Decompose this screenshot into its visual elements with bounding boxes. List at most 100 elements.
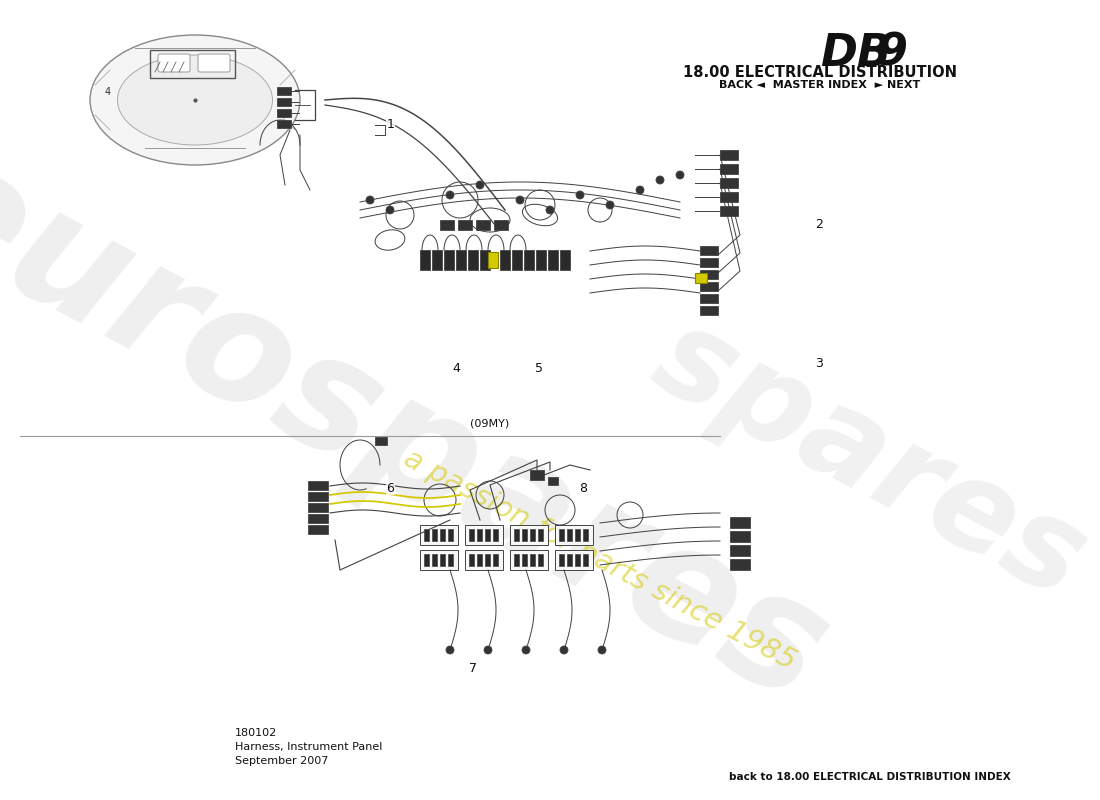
Bar <box>720 178 738 188</box>
Bar <box>494 220 508 230</box>
Circle shape <box>522 646 530 654</box>
Bar <box>559 554 564 566</box>
Bar <box>448 529 453 541</box>
Text: 3: 3 <box>815 358 824 370</box>
Bar <box>375 437 387 445</box>
Circle shape <box>636 186 644 194</box>
Bar <box>277 120 292 128</box>
Bar <box>458 220 472 230</box>
Circle shape <box>476 181 484 189</box>
Bar <box>730 517 750 528</box>
Bar <box>440 529 446 541</box>
Bar <box>469 529 474 541</box>
Bar <box>730 531 750 542</box>
Bar <box>469 554 474 566</box>
Bar <box>308 481 328 490</box>
Bar <box>420 550 458 570</box>
Text: BACK ◄  MASTER INDEX  ► NEXT: BACK ◄ MASTER INDEX ► NEXT <box>719 80 921 90</box>
Bar <box>720 206 738 216</box>
Bar <box>277 98 292 106</box>
Bar <box>522 554 527 566</box>
Bar <box>700 294 718 303</box>
Bar <box>480 250 490 270</box>
Bar <box>432 250 442 270</box>
Bar <box>548 477 558 485</box>
Text: spares: spares <box>635 297 1100 623</box>
Bar <box>477 554 482 566</box>
Bar <box>420 525 458 545</box>
Circle shape <box>366 196 374 204</box>
Bar <box>308 492 328 501</box>
Bar <box>465 525 503 545</box>
Bar <box>530 554 535 566</box>
Circle shape <box>546 206 554 214</box>
Bar <box>424 529 429 541</box>
Bar <box>524 250 534 270</box>
Text: 1: 1 <box>386 118 395 130</box>
FancyBboxPatch shape <box>158 54 190 72</box>
Ellipse shape <box>90 35 300 165</box>
Bar <box>530 529 535 541</box>
Bar <box>566 529 572 541</box>
Bar <box>468 250 478 270</box>
Bar <box>456 250 466 270</box>
Circle shape <box>484 646 492 654</box>
Text: eurospares: eurospares <box>0 125 852 735</box>
Text: Harness, Instrument Panel: Harness, Instrument Panel <box>235 742 383 752</box>
Bar <box>514 529 519 541</box>
Bar <box>476 220 490 230</box>
Circle shape <box>676 171 684 179</box>
Bar <box>575 554 580 566</box>
Bar <box>500 250 510 270</box>
Bar <box>548 250 558 270</box>
Bar <box>556 550 593 570</box>
Circle shape <box>656 176 664 184</box>
Bar <box>700 306 718 315</box>
Bar <box>583 529 588 541</box>
Bar <box>700 258 718 267</box>
Bar <box>424 554 429 566</box>
Bar <box>493 529 498 541</box>
Bar <box>277 87 292 95</box>
Bar <box>566 554 572 566</box>
Bar <box>432 554 437 566</box>
Circle shape <box>606 201 614 209</box>
Circle shape <box>386 206 394 214</box>
Text: (09MY): (09MY) <box>471 418 509 428</box>
Ellipse shape <box>118 55 273 145</box>
FancyBboxPatch shape <box>198 54 230 72</box>
Text: 5: 5 <box>535 362 543 374</box>
Bar <box>493 554 498 566</box>
Bar <box>720 150 738 160</box>
Text: 7: 7 <box>469 662 477 674</box>
Text: September 2007: September 2007 <box>235 756 329 766</box>
Bar <box>720 164 738 174</box>
Circle shape <box>516 196 524 204</box>
Text: back to 18.00 ELECTRICAL DISTRIBUTION INDEX: back to 18.00 ELECTRICAL DISTRIBUTION IN… <box>729 772 1011 782</box>
Bar <box>556 525 593 545</box>
Bar <box>730 545 750 556</box>
Bar <box>432 529 437 541</box>
Bar <box>700 270 718 279</box>
Text: 180102: 180102 <box>235 728 277 738</box>
Bar <box>730 559 750 570</box>
Bar <box>488 252 498 268</box>
Bar <box>538 554 543 566</box>
Bar <box>560 250 570 270</box>
Bar <box>510 550 548 570</box>
Bar <box>559 529 564 541</box>
Text: DB: DB <box>820 32 891 75</box>
Circle shape <box>446 646 454 654</box>
Bar <box>308 525 328 534</box>
Text: 8: 8 <box>579 482 587 494</box>
Bar <box>583 554 588 566</box>
Bar <box>530 470 544 480</box>
Circle shape <box>446 191 454 199</box>
Text: 9: 9 <box>876 32 907 75</box>
Bar <box>512 250 522 270</box>
Bar <box>700 246 718 255</box>
Bar <box>444 250 454 270</box>
Bar <box>575 529 580 541</box>
Bar <box>477 529 482 541</box>
Bar <box>522 529 527 541</box>
